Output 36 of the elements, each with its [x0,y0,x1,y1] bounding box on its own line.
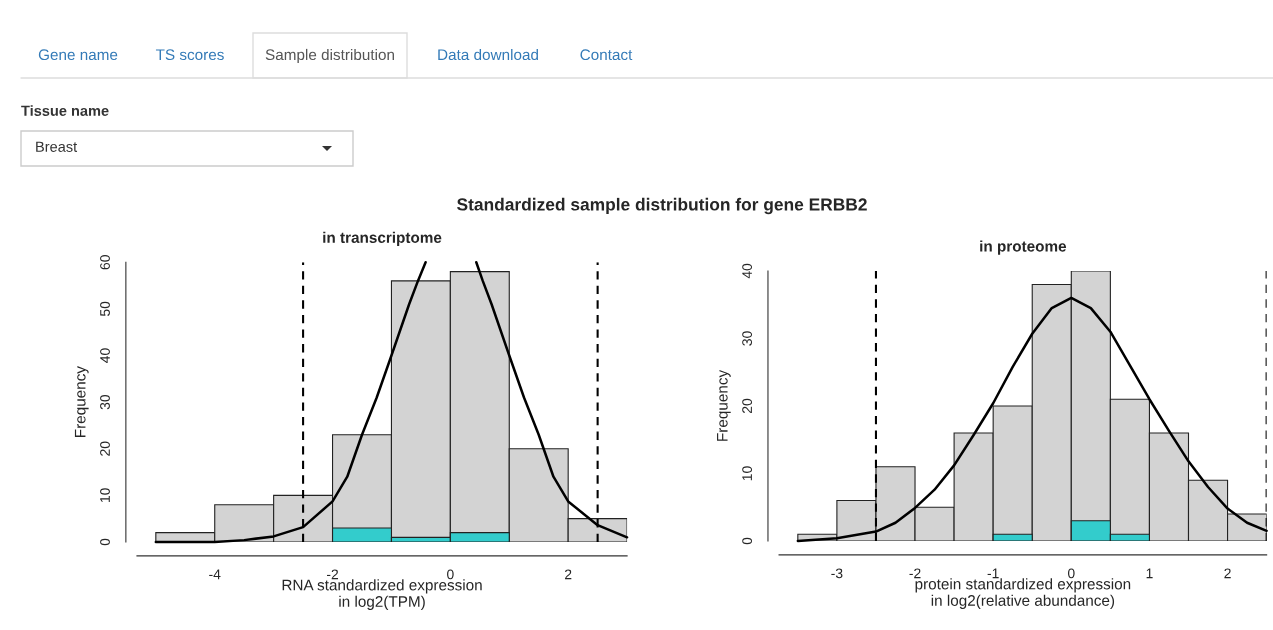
x-tick-label: 0 [447,569,454,580]
text: Data download [438,48,538,61]
text: Standardized sample distribution for gene ERBB2 [457,197,867,215]
y-tick-label: 20 [100,441,110,456]
y-tick-label: 40 [742,263,753,279]
text: Sample distribution [265,48,394,64]
text: TS scores [155,49,224,61]
x-tick-label: -3 [831,568,843,579]
y-tick-label: 0 [100,538,110,546]
text: Tissue name [21,105,109,116]
x-tick-label: 2 [565,569,572,580]
x-tick-label: -2 [909,568,921,579]
x-tick-label: 2 [1224,568,1231,579]
x-tick-label: -1 [987,568,999,579]
x-axis-title: protein standardized expression in log2(relative abundance) [915,578,1131,609]
y-tick-label: 30 [742,331,753,346]
y-tick-label: 0 [742,537,753,545]
x-tick-label: 0 [1067,568,1075,579]
y-axis-title: Frequency [74,366,89,437]
y-tick-label: 10 [742,466,753,481]
chart-title: in proteome [980,240,1067,255]
x-tick-label: -4 [209,569,221,580]
x-tick-label: -2 [326,569,339,580]
y-tick-label: 60 [100,255,110,270]
text: Breast [36,141,78,152]
y-tick-label: 10 [100,488,110,503]
x-tick-label: 1 [1146,568,1153,579]
y-tick-label: 50 [100,301,110,317]
text: Gene name [38,49,118,61]
x-axis-title: RNA standardized expression in log2(TPM) [282,579,482,610]
chart-title: in transcriptome [323,231,442,246]
y-tick-label: 30 [100,394,110,410]
y-axis-title: Frequency [717,369,731,441]
y-tick-label: 20 [742,398,753,413]
text: Contact [580,49,633,61]
y-tick-label: 40 [100,348,110,363]
